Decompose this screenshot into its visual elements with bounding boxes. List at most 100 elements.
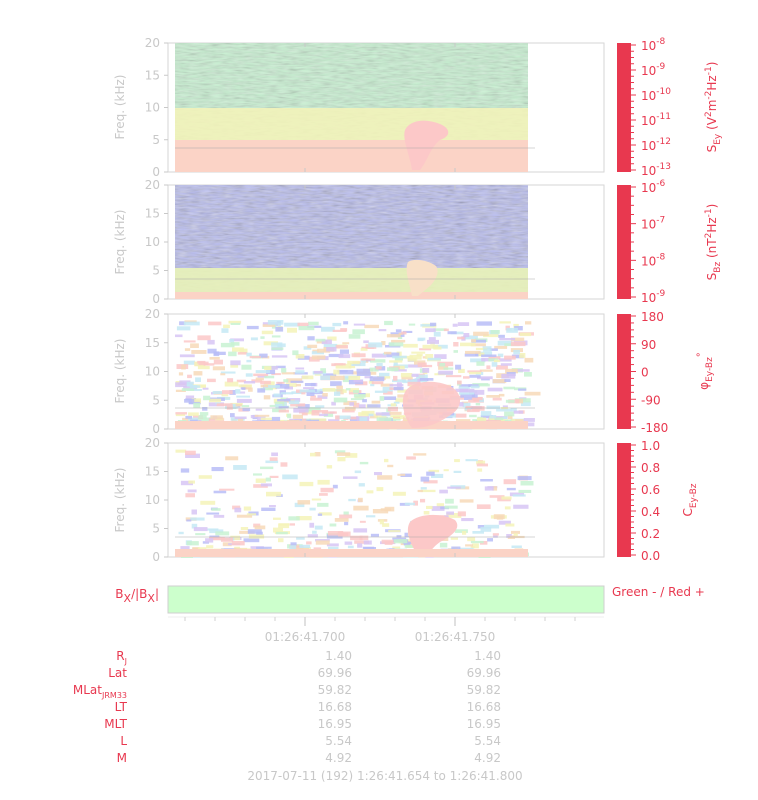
speckle [278, 538, 284, 543]
speckle [185, 450, 196, 455]
speckle [187, 489, 197, 493]
panel-3-speckle [175, 320, 541, 430]
speckle [510, 341, 526, 347]
speckle [253, 473, 262, 476]
speckle [224, 381, 239, 387]
speckle [368, 380, 374, 384]
speckle [201, 385, 206, 388]
panel-2-cbar-tick-label: 10-9 [641, 289, 666, 305]
speckle [285, 383, 297, 387]
speckle [450, 331, 464, 335]
speckle [295, 370, 305, 374]
speckle [261, 507, 276, 511]
speckle [343, 476, 358, 479]
speckle [461, 401, 469, 404]
speckle [411, 373, 419, 377]
speckle [469, 389, 485, 395]
ephemeris-value: 16.68 [318, 700, 352, 714]
speckle [317, 348, 331, 353]
speckle [439, 363, 446, 367]
speckle [476, 504, 491, 509]
speckle [273, 393, 281, 397]
speckle-base [175, 421, 528, 429]
speckle [513, 504, 529, 509]
speckle [471, 396, 483, 401]
panel-2-band-low [175, 292, 528, 299]
speckle [370, 359, 386, 363]
speckle [374, 472, 382, 476]
panel-3-cbar-tick-label: -180 [641, 421, 668, 435]
speckle [184, 399, 195, 403]
speckle [457, 322, 470, 326]
speckle [459, 499, 474, 503]
speckle [338, 354, 351, 359]
speckle [236, 514, 253, 518]
ephemeris-value: 59.82 [318, 683, 352, 697]
speckle [463, 333, 470, 338]
speckle [302, 409, 315, 415]
speckle [241, 364, 252, 370]
panel-1-ytick-label: 15 [145, 68, 160, 82]
speckle [280, 462, 288, 467]
speckle [455, 413, 467, 418]
speckle [317, 502, 329, 507]
speckle [519, 353, 526, 358]
speckle [480, 411, 492, 416]
speckle [353, 390, 360, 394]
speckle [306, 541, 312, 545]
speckle [276, 381, 285, 384]
speckle [379, 372, 390, 377]
speckle [197, 335, 211, 341]
speckle [331, 401, 336, 406]
speckle [470, 385, 480, 389]
speckle [205, 538, 214, 543]
speckle [228, 320, 242, 324]
panel-1-ylabel: Freq. (kHz) [113, 75, 127, 140]
speckle [359, 461, 369, 465]
speckle [260, 417, 273, 422]
speckle [504, 379, 511, 382]
speckle [203, 395, 211, 401]
speckle [400, 373, 413, 378]
speckle [491, 362, 498, 367]
speckle [486, 405, 500, 410]
panel-1-cbar-tick-label: 10-8 [641, 37, 666, 53]
speckle [480, 526, 492, 532]
speckle [420, 498, 426, 503]
speckle [260, 336, 265, 339]
speckle [318, 413, 328, 417]
speckle [206, 512, 220, 515]
speckle [193, 527, 208, 532]
speckle [479, 369, 493, 372]
panel-2-colorbar [617, 185, 631, 299]
speckle [198, 361, 209, 366]
speckle [290, 380, 304, 383]
speckle [464, 397, 479, 400]
speckle [210, 415, 223, 420]
speckle [409, 354, 422, 360]
speckle [263, 395, 271, 400]
speckle [439, 489, 448, 494]
speckle [511, 530, 520, 534]
speckle [452, 323, 458, 327]
speckle [397, 394, 408, 398]
speckle [497, 353, 504, 358]
speckle [433, 331, 441, 337]
speckle [295, 383, 301, 387]
speckle [239, 391, 246, 394]
panel-3-cbar-tick-label: 90 [641, 338, 656, 352]
speckle [457, 380, 462, 385]
panel-4-emission [407, 514, 458, 557]
speckle [276, 365, 286, 369]
speckle [478, 383, 490, 387]
speckle [393, 375, 398, 381]
speckle [183, 340, 196, 343]
panel-3-colorbar [617, 314, 631, 429]
speckle [271, 335, 281, 338]
panel-3-ytick-label: 20 [145, 307, 160, 321]
speckle [260, 380, 271, 385]
speckle [309, 522, 315, 528]
speckle [245, 373, 253, 377]
speckle [471, 339, 477, 343]
speckle [358, 483, 365, 487]
